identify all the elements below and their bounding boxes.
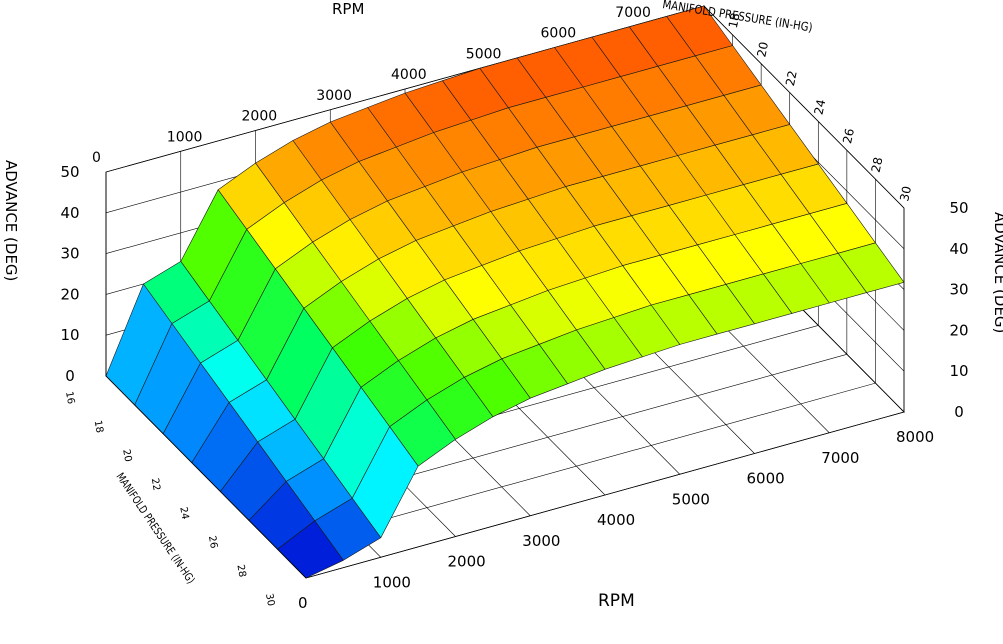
advance-tick-left-0: 0 [65,367,75,385]
rpm-tick-top-6: 6000 [541,26,577,42]
map-tick-top-6: 28 [869,156,886,174]
map-tick-left-0: 16 [63,391,76,405]
rpm-tick-bottom-7: 7000 [821,449,859,467]
front-frame [105,172,307,579]
rpm-tick-bottom-4: 4000 [597,511,635,529]
advance-axis-title-left: ADVANCE (DEG) [2,160,20,281]
advance-tick-right-3: 30 [949,281,968,299]
map-tick-left-7: 30 [263,593,276,607]
rpm-tick-bottom-6: 6000 [747,470,785,488]
right-wall-gridline-5 [703,5,905,209]
advance-tick-right-0: 0 [954,403,964,421]
rpm-tick-top-1: 1000 [167,129,203,145]
map-tick-top-1: 18 [726,12,743,30]
map-tick-top-3: 22 [783,69,800,87]
rpm-tick-bottom-8: 8000 [896,428,934,446]
rpm-tick-bottom-5: 5000 [672,490,710,508]
advance-tick-left-2: 20 [60,285,79,303]
map-tick-left-5: 26 [206,535,219,549]
map-tick-top-0: 16 [697,0,714,1]
surface-mesh [105,5,905,579]
map-tick-left-6: 28 [234,564,247,578]
advance-tick-left-5: 50 [60,163,79,181]
rpm-tick-bottom-3: 3000 [522,532,560,550]
rpm-tick-bottom-0: 0 [298,594,308,612]
axis-labels: 0010001000200020003000300040004000500050… [60,0,968,612]
map-tick-top-4: 24 [812,98,829,116]
map-tick-left-2: 20 [120,448,133,462]
advance-tick-left-3: 30 [60,245,79,263]
rpm-axis-title-bottom: RPM [598,591,635,611]
advance-tick-right-4: 40 [949,240,968,258]
rpm-tick-bottom-2: 2000 [448,553,486,571]
rpm-tick-top-5: 5000 [466,46,502,62]
map-tick-top-2: 20 [754,40,771,58]
advance-tick-left-4: 40 [60,204,79,222]
map-tick-top-5: 26 [840,127,857,145]
map-tick-left-1: 18 [92,420,105,434]
map-tick-top-7: 30 [897,185,914,203]
advance-tick-right-5: 50 [949,199,968,217]
rpm-tick-bottom-1: 1000 [373,573,411,591]
advance-axis-title-right: ADVANCE (DEG) [991,212,1003,333]
rpm-tick-top-2: 2000 [242,109,278,125]
frame-left-floor-edge [105,375,307,579]
rpm-tick-top-7: 7000 [615,5,651,21]
rpm-tick-top-0: 0 [92,150,101,166]
map-tick-left-3: 22 [149,477,162,491]
map-tick-left-4: 24 [177,506,190,520]
advance-tick-right-2: 20 [949,321,968,339]
rpm-tick-top-4: 4000 [391,67,427,83]
advance-tick-left-1: 10 [60,326,79,344]
floor-map-line-7 [305,411,905,579]
rpm-axis-title-top: RPM [332,0,364,18]
rpm-tick-top-3: 3000 [316,88,352,104]
advance-tick-right-1: 10 [949,362,968,380]
